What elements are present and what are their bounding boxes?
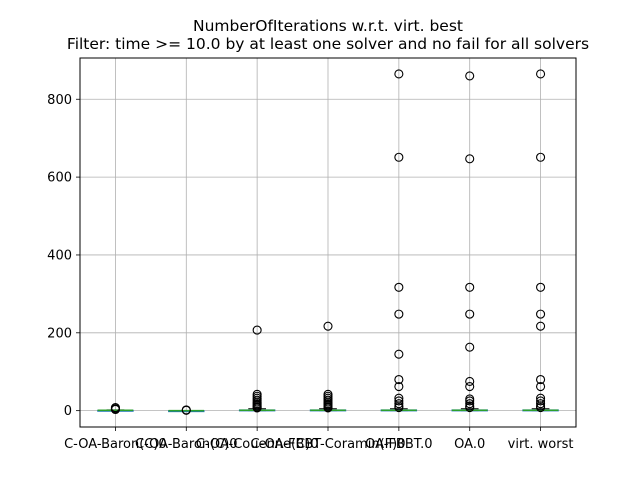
box-group (238, 325, 276, 413)
outlier-point (394, 399, 404, 409)
outlier-point (536, 396, 546, 406)
x-tick-label: C-OA-FBBT-Coramin(F)0 (251, 437, 406, 452)
outlier-point (536, 381, 546, 392)
outlier-point (252, 389, 262, 399)
y-tick-label: 800 (47, 93, 72, 108)
outlier-point (394, 152, 404, 162)
outlier-point (465, 342, 475, 352)
outlier-point (252, 325, 262, 335)
y-tick-label: 600 (47, 171, 72, 186)
outlier-point (536, 282, 546, 292)
y-tick-label: 200 (47, 326, 72, 341)
outlier-point (465, 381, 475, 392)
outlier-point (536, 152, 546, 162)
outlier-point (536, 393, 546, 403)
x-tick-label: virt. worst (508, 437, 574, 452)
outlier-point (465, 309, 475, 319)
box-group (168, 405, 205, 415)
outlier-point (536, 399, 546, 409)
box-group (380, 69, 418, 413)
outlier-point (536, 69, 546, 79)
x-tick-label: OA-FBBT.0 (365, 437, 432, 452)
outlier-point (394, 282, 404, 292)
box-group (97, 402, 134, 415)
box-group (451, 71, 488, 413)
outlier-point (181, 405, 191, 415)
y-tick-label: 400 (47, 248, 72, 263)
outlier-point (536, 309, 546, 319)
outlier-point (465, 71, 475, 81)
outlier-point (110, 402, 120, 413)
outlier-point (394, 309, 404, 319)
chart-title: NumberOfIterations w.r.t. virt. best (193, 17, 463, 35)
outlier-point (536, 321, 546, 331)
axis-ticks: C-OA-Baron(C)0C-OA-Baron(C)0C-OA-Couenne… (47, 93, 573, 452)
chart-subtitle: Filter: time >= 10.0 by at least one sol… (67, 35, 589, 53)
grid-lines (80, 58, 576, 427)
plot-frame (79, 57, 577, 428)
x-tick-label: C-OA-Couenne(C)0 (196, 437, 319, 452)
outlier-point (465, 399, 475, 409)
box-group (309, 321, 347, 413)
outlier-point (394, 381, 404, 392)
outlier-point (465, 401, 475, 411)
box-group (522, 69, 559, 413)
outlier-point (465, 282, 475, 292)
outlier-point (394, 396, 404, 406)
x-tick-label: C-OA-Baron(C)0 (64, 437, 167, 452)
outlier-point (394, 69, 404, 79)
x-tick-label: OA.0 (454, 437, 485, 452)
outlier-point (394, 393, 404, 403)
x-tick-label: C-OA-Baron(C)0 (135, 437, 238, 452)
outlier-point (323, 321, 333, 331)
outlier-point (465, 154, 475, 164)
y-tick-label: 0 (64, 404, 72, 419)
outlier-point (465, 376, 475, 387)
box-marks (97, 69, 559, 415)
outlier-point (465, 394, 475, 404)
outlier-point (536, 374, 546, 385)
outlier-point (394, 349, 404, 359)
outlier-point (323, 389, 333, 399)
outlier-point (394, 374, 404, 385)
